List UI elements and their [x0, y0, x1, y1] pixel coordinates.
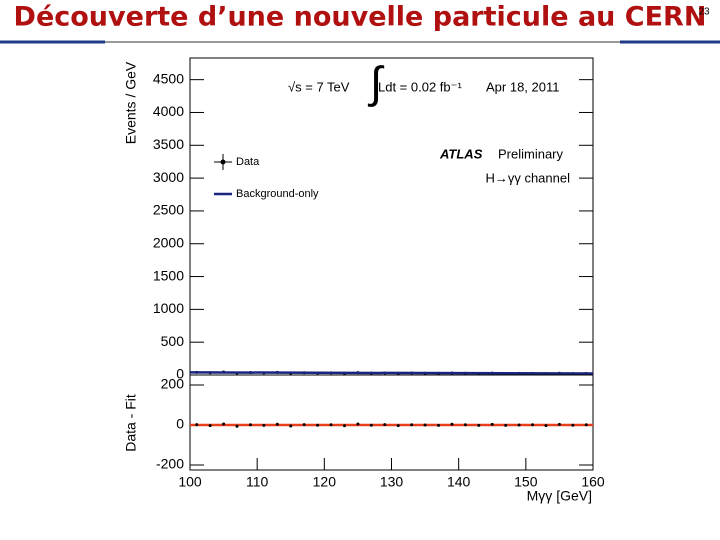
data-point — [356, 422, 360, 426]
x-tick-label: 120 — [313, 474, 337, 490]
slide-title: Découverte d’une nouvelle particule au C… — [14, 2, 707, 33]
data-point — [316, 423, 320, 427]
y-tick-label: 4000 — [153, 103, 184, 119]
data-point — [504, 423, 508, 427]
data-point — [490, 422, 494, 426]
data-point — [450, 422, 454, 426]
y-tick-label: 0 — [176, 416, 184, 432]
data-point — [396, 424, 400, 428]
y-tick-label: 2500 — [153, 202, 184, 218]
data-point — [517, 423, 521, 427]
data-point — [463, 423, 467, 427]
data-point — [302, 423, 306, 427]
y-tick-label: 1500 — [153, 267, 184, 283]
y-axis-label: Events / GeV — [123, 61, 139, 144]
y-tick-label: 4500 — [153, 70, 184, 86]
y-tick-label: 1000 — [153, 300, 184, 316]
x-axis-label: Mγγ [GeV] — [527, 488, 592, 504]
annotation: Preliminary — [498, 146, 564, 161]
data-point — [262, 423, 266, 427]
x-tick-label: 160 — [581, 474, 605, 490]
data-point — [477, 423, 481, 427]
data-point — [248, 423, 252, 427]
integral-sign: ∫ — [367, 59, 385, 108]
data-point — [437, 423, 441, 427]
data-point — [369, 423, 373, 427]
y-tick-label: 3000 — [153, 169, 184, 185]
data-point — [342, 424, 346, 428]
annotation: ATLAS — [439, 146, 483, 161]
y-tick-label: 0 — [176, 366, 184, 382]
y-tick-label: 3500 — [153, 136, 184, 152]
data-point — [584, 423, 588, 427]
data-point — [235, 424, 239, 428]
annotation: H→γγ channel — [485, 170, 570, 185]
data-point — [531, 423, 535, 427]
plot-frame — [189, 57, 594, 376]
data-point — [571, 423, 575, 427]
data-point — [383, 423, 387, 427]
page-number: 23 — [698, 7, 710, 18]
data-point — [289, 424, 293, 428]
legend-label: Background-only — [236, 188, 319, 200]
y-axis-label: Data - Fit — [123, 394, 139, 452]
annotation: Ldt = 0.02 fb⁻¹ — [378, 79, 463, 94]
data-point — [544, 424, 548, 428]
x-tick-label: 140 — [447, 474, 471, 490]
y-tick-label: 500 — [161, 333, 185, 349]
y-tick-label: 200 — [161, 376, 185, 392]
data-point — [557, 422, 561, 426]
x-tick-label: 130 — [380, 474, 404, 490]
data-point — [195, 423, 199, 427]
data-point — [423, 423, 427, 427]
data-point — [410, 423, 414, 427]
series-line — [189, 371, 594, 375]
data-point — [275, 422, 279, 426]
x-tick-label: 100 — [178, 474, 202, 490]
legend-label: Data — [236, 156, 260, 168]
plot-frame — [189, 374, 594, 471]
data-point — [208, 424, 212, 428]
y-tick-label: 2000 — [153, 234, 184, 250]
annotation: Apr 18, 2011 — [486, 79, 559, 94]
x-tick-label: 110 — [246, 474, 269, 490]
data-point — [329, 423, 333, 427]
x-tick-label: 150 — [514, 474, 538, 490]
legend-swatch — [220, 159, 226, 165]
data-point — [222, 422, 226, 426]
annotation: √s = 7 TeV — [288, 79, 350, 94]
y-tick-label: -200 — [156, 456, 184, 472]
